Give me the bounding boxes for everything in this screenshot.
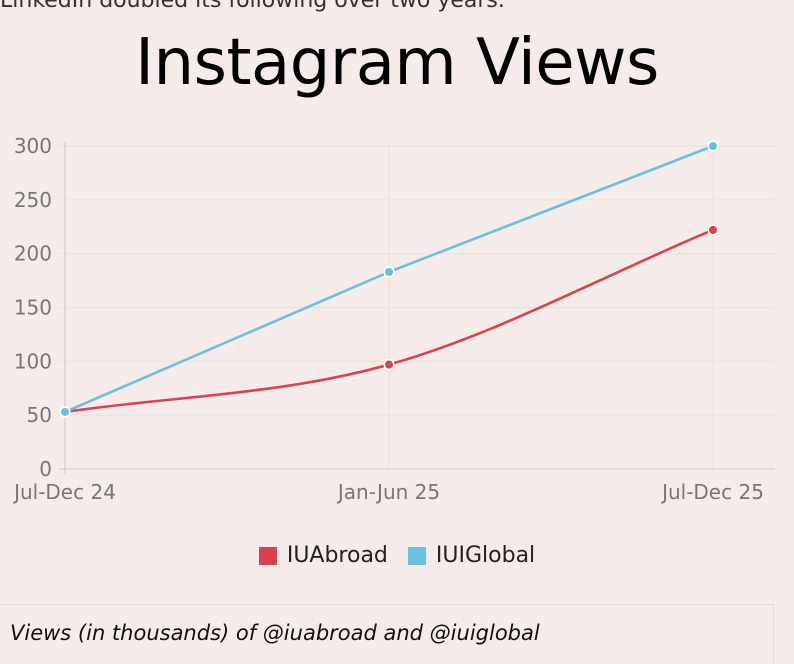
legend-item-iuabroad[interactable]: IUAbroad bbox=[258, 543, 388, 568]
legend-swatch-iuiglobal bbox=[407, 546, 426, 565]
data-point-iuiglobal[interactable] bbox=[59, 406, 71, 418]
data-point-iuiglobal[interactable] bbox=[707, 140, 719, 152]
data-points bbox=[59, 140, 719, 418]
data-point-iuiglobal[interactable] bbox=[383, 266, 395, 278]
y-tick-label: 150 bbox=[14, 296, 52, 320]
axes: 0 50 100 150 200 250 300 Jul-Dec 24 Jan-Jun 25 Ju… bbox=[12, 134, 764, 504]
y-tick-label: 100 bbox=[14, 349, 52, 373]
chart-legend: IUAbroad IUIGlobal bbox=[0, 543, 794, 568]
y-tick-label: 50 bbox=[27, 403, 52, 427]
intro-text: LinkedIn doubled its following over two … bbox=[0, 0, 505, 13]
legend-label-iuiglobal: IUIGlobal bbox=[435, 543, 536, 568]
data-point-iuabroad[interactable] bbox=[707, 224, 719, 236]
y-tick-label: 300 bbox=[14, 134, 52, 158]
legend-item-iuiglobal[interactable]: IUIGlobal bbox=[407, 543, 536, 568]
grid-lines bbox=[59, 142, 775, 475]
legend-swatch-iuabroad bbox=[258, 546, 277, 565]
y-tick-label: 200 bbox=[14, 242, 52, 266]
y-tick-label: 0 bbox=[39, 457, 52, 481]
chart-caption: Views (in thousands) of @iuabroad and @i… bbox=[0, 604, 774, 664]
data-point-iuabroad[interactable] bbox=[383, 359, 395, 371]
x-tick-label: Jul-Dec 25 bbox=[660, 480, 764, 504]
legend-label-iuabroad: IUAbroad bbox=[286, 543, 388, 568]
chart-title: Instagram Views bbox=[135, 26, 659, 100]
y-tick-label: 250 bbox=[14, 188, 52, 212]
x-tick-label: Jan-Jun 25 bbox=[336, 480, 440, 504]
x-tick-label: Jul-Dec 24 bbox=[12, 480, 116, 504]
